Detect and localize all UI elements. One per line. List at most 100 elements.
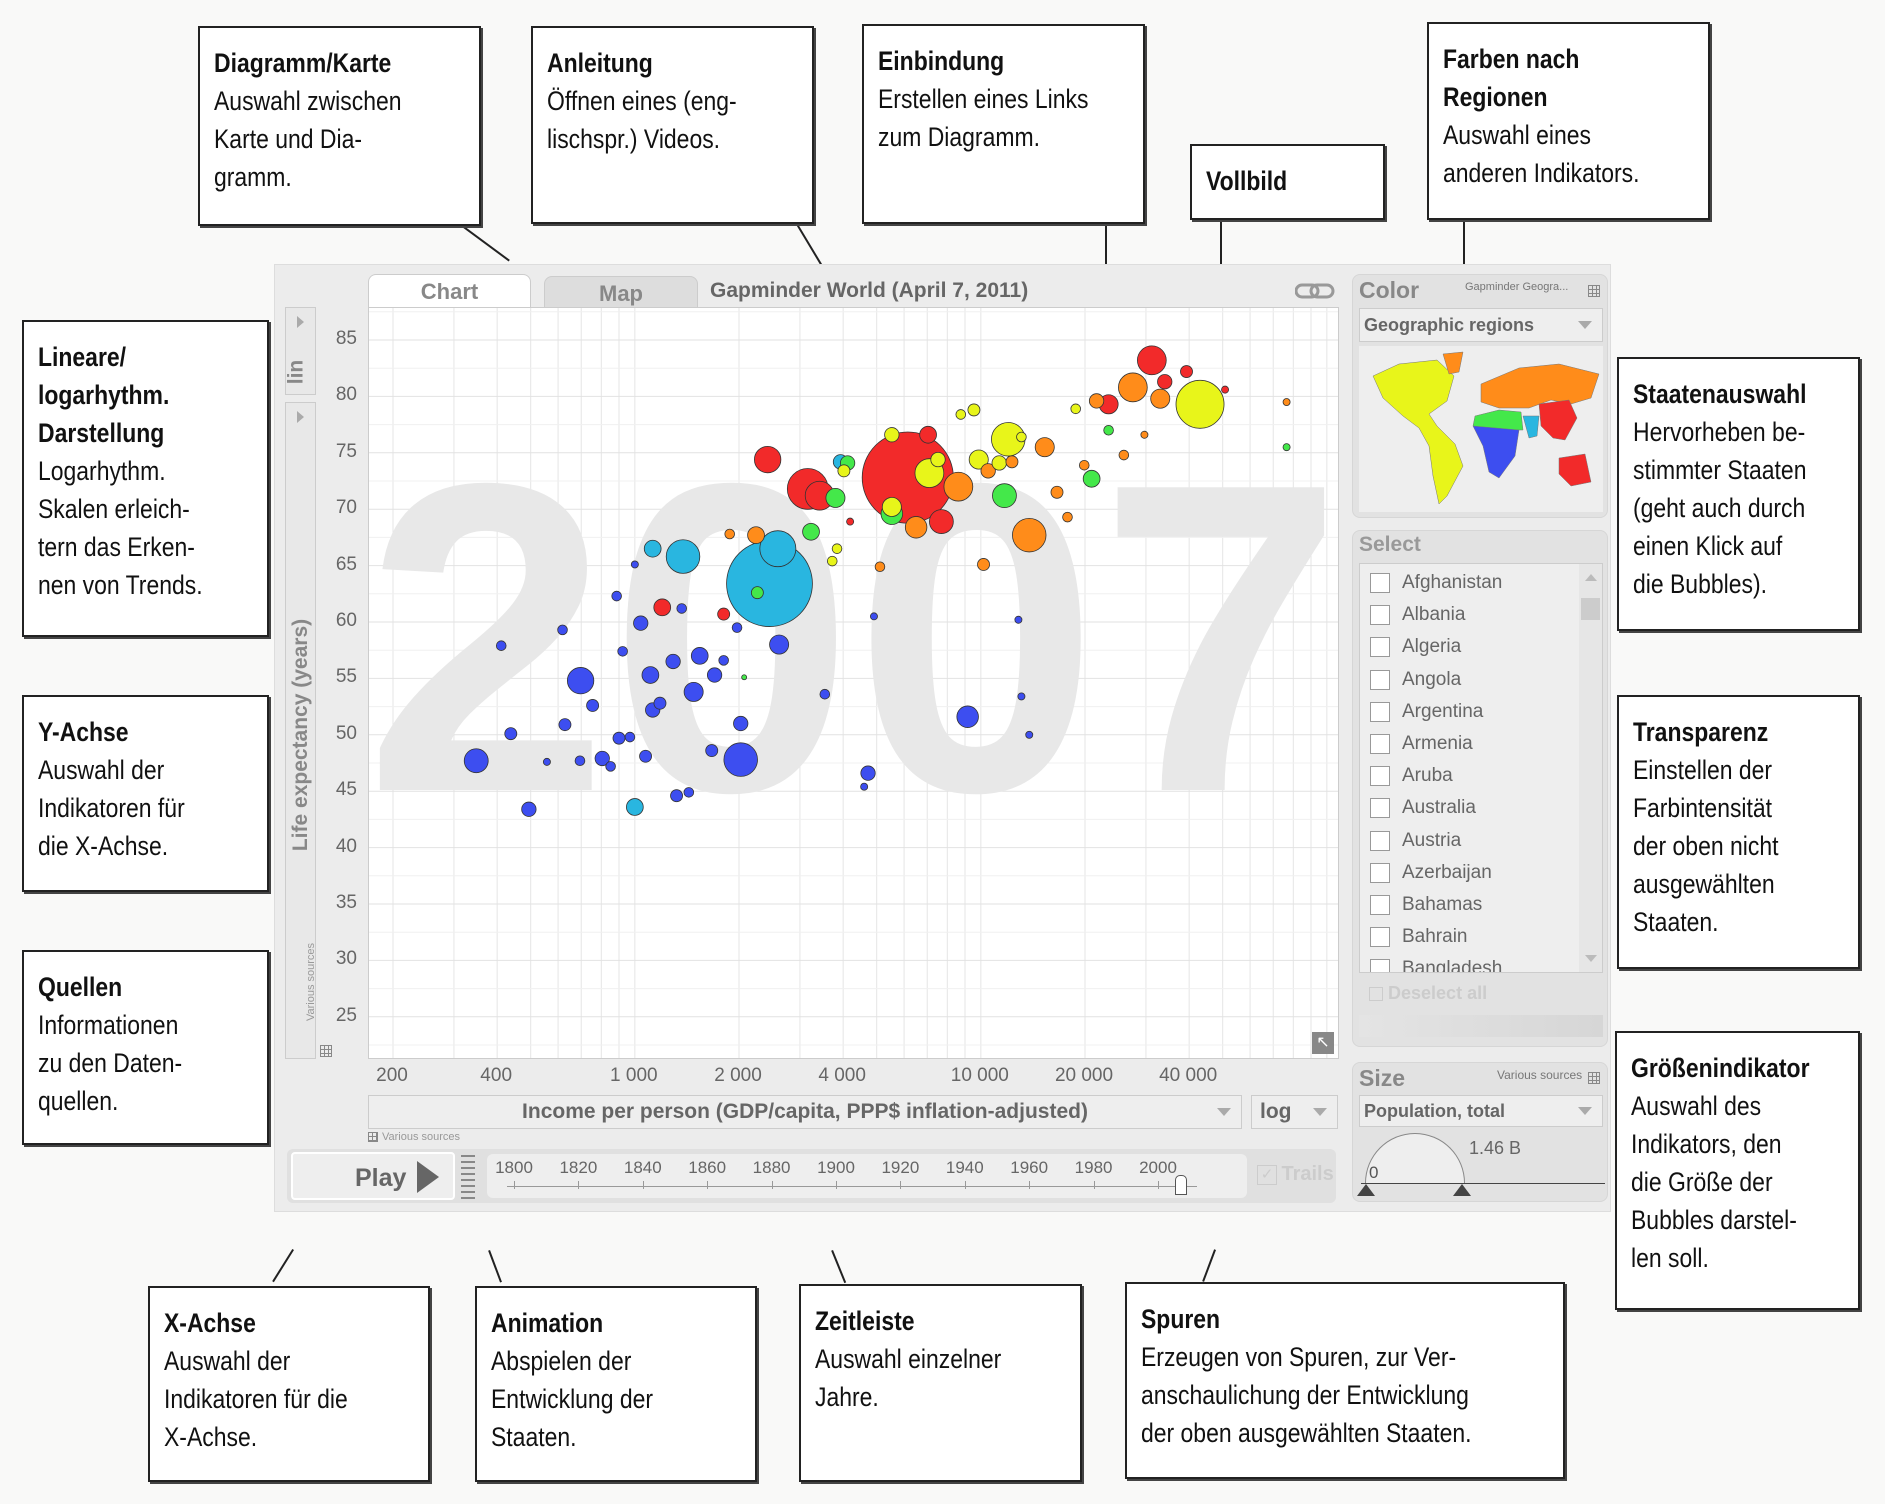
x-tick-label: 10 000 (950, 1065, 1009, 1086)
x-axis-selector[interactable]: Income per person (GDP/capita, PPP$ infl… (368, 1095, 1242, 1129)
y-scale-toggle[interactable]: lin (284, 307, 316, 395)
country-label: Austria (1402, 829, 1462, 851)
bubble (1016, 431, 1027, 443)
trails-checkbox[interactable]: ✓ Trails (1257, 1163, 1334, 1186)
color-indicator-selector[interactable]: Geographic regions (1359, 308, 1603, 342)
scroll-up-icon[interactable] (1585, 574, 1597, 581)
checkbox[interactable] (1370, 637, 1390, 658)
timeline-year-label: 1900 (817, 1158, 855, 1177)
chevron-down-icon (1578, 321, 1592, 329)
trails-label: Trails (1281, 1163, 1334, 1185)
play-button[interactable]: Play (291, 1152, 455, 1200)
x-source-table-icon[interactable] (368, 1132, 378, 1142)
bubble (521, 801, 537, 817)
country-item[interactable]: Argentina (1370, 697, 1483, 727)
callout-title: Vollbild (1206, 166, 1288, 196)
tab-map[interactable]: Map (544, 276, 698, 307)
bubble (557, 624, 568, 636)
y-tick-label: 35 (335, 892, 357, 913)
color-source-link[interactable]: Gapminder Geogra... (1465, 281, 1569, 293)
checkbox[interactable] (1370, 572, 1390, 593)
bubble (558, 718, 572, 732)
bubble (683, 681, 704, 702)
link-icon[interactable] (1294, 283, 1335, 299)
size-max-handle[interactable] (1453, 1184, 1471, 1196)
y-source-table-icon[interactable] (320, 1045, 332, 1057)
y-axis-selector[interactable]: Life expectancy (years) (285, 402, 316, 1059)
country-item[interactable]: Algeria (1370, 632, 1461, 662)
country-item[interactable]: Aruba (1370, 761, 1453, 791)
size-indicator-selector[interactable]: Population, total (1359, 1095, 1603, 1127)
country-item[interactable]: Angola (1370, 665, 1461, 695)
checkbox[interactable] (1370, 701, 1390, 722)
size-source-link[interactable]: Various sources (1497, 1068, 1583, 1082)
scroll-thumb[interactable] (1581, 598, 1600, 620)
country-item[interactable]: Afghanistan (1370, 568, 1502, 598)
country-list[interactable]: Afghanistan Albania Algeria Angola Argentina… (1359, 563, 1603, 973)
y-source-link[interactable]: Various sources (305, 942, 317, 1021)
country-item[interactable]: Australia (1370, 793, 1476, 823)
bubble (574, 755, 586, 767)
color-panel: Color Gapminder Geogra... Geographic reg… (1352, 274, 1608, 518)
deselect-all-button[interactable]: Deselect all (1359, 977, 1603, 1009)
country-item[interactable]: Armenia (1370, 729, 1473, 759)
play-icon (417, 1161, 439, 1193)
checkbox[interactable] (1370, 894, 1390, 915)
x-tick-label: 400 (480, 1065, 513, 1086)
bubble (1034, 437, 1055, 458)
country-item[interactable]: Austria (1370, 826, 1461, 856)
timeline-track[interactable] (487, 1154, 1247, 1198)
bubble (826, 555, 838, 567)
bubble (717, 607, 731, 621)
fullscreen-arrow-icon[interactable]: ↖ (1312, 1032, 1334, 1054)
bubble-chart-plot: 2007 ↖ (368, 307, 1339, 1059)
scroll-down-icon[interactable] (1585, 955, 1597, 962)
checkbox[interactable] (1370, 766, 1390, 787)
bubble (1070, 403, 1081, 415)
timeline-handle[interactable] (1174, 1175, 1187, 1195)
timeline-year-label: 1920 (881, 1158, 920, 1177)
callout-body: Logarhythm. Skalen erleich- tern das Erk… (38, 456, 203, 600)
country-item[interactable]: Albania (1370, 600, 1465, 630)
country-item[interactable]: Bahamas (1370, 890, 1482, 920)
timeline-year-label: 1840 (623, 1158, 662, 1177)
region-map[interactable] (1359, 346, 1603, 512)
opacity-slider[interactable] (1359, 1015, 1603, 1037)
color-source-table-icon[interactable] (1588, 285, 1600, 297)
x-source-link[interactable]: Various sources (382, 1131, 461, 1143)
timeline-year-label: 2000 (1139, 1158, 1177, 1177)
size-min-handle[interactable] (1357, 1184, 1375, 1196)
bubble (1118, 372, 1148, 403)
checkbox[interactable] (1370, 798, 1390, 819)
country-item[interactable]: Bangladesh (1370, 954, 1502, 972)
tab-chart[interactable]: Chart (368, 274, 531, 309)
callout-title: Y-Achse (38, 717, 129, 747)
country-item[interactable]: Bahrain (1370, 922, 1468, 952)
checkbox[interactable] (1370, 733, 1390, 754)
size-source-table-icon[interactable] (1588, 1072, 1600, 1084)
color-indicator-label: Geographic regions (1364, 315, 1535, 335)
country-item[interactable]: Azerbaijan (1370, 858, 1492, 888)
bubble (1137, 345, 1167, 376)
callout-body: Auswahl zwischen Karte und Dia- gramm. (214, 86, 402, 192)
size-scale-arc (1365, 1133, 1465, 1183)
callout-title: Diagramm/Karte (214, 48, 392, 78)
callout-colors: Farben nach Regionen Auswahl eines andere… (1427, 22, 1710, 220)
leader-line (462, 226, 510, 262)
x-scale-selector[interactable]: log (1251, 1095, 1338, 1129)
speed-slider[interactable] (461, 1155, 475, 1199)
checkbox[interactable] (1370, 669, 1390, 690)
bubble (750, 586, 764, 600)
list-scrollbar[interactable] (1579, 564, 1602, 972)
checkbox[interactable] (1370, 927, 1390, 948)
bubble (991, 455, 1007, 471)
callout-select: Staatenauswahl Hervorheben be- stimmter S… (1617, 357, 1860, 631)
color-panel-title: Color (1359, 277, 1420, 303)
checkbox[interactable] (1370, 862, 1390, 883)
timeline-tick (964, 1181, 966, 1189)
callout-body: Öffnen eines (eng- lischspr.) Videos. (547, 86, 737, 154)
checkbox[interactable] (1370, 605, 1390, 626)
checkbox[interactable] (1370, 830, 1390, 851)
callout-body: Einstellen der Farbintensität der oben n… (1633, 755, 1779, 937)
checkbox[interactable] (1370, 959, 1390, 972)
